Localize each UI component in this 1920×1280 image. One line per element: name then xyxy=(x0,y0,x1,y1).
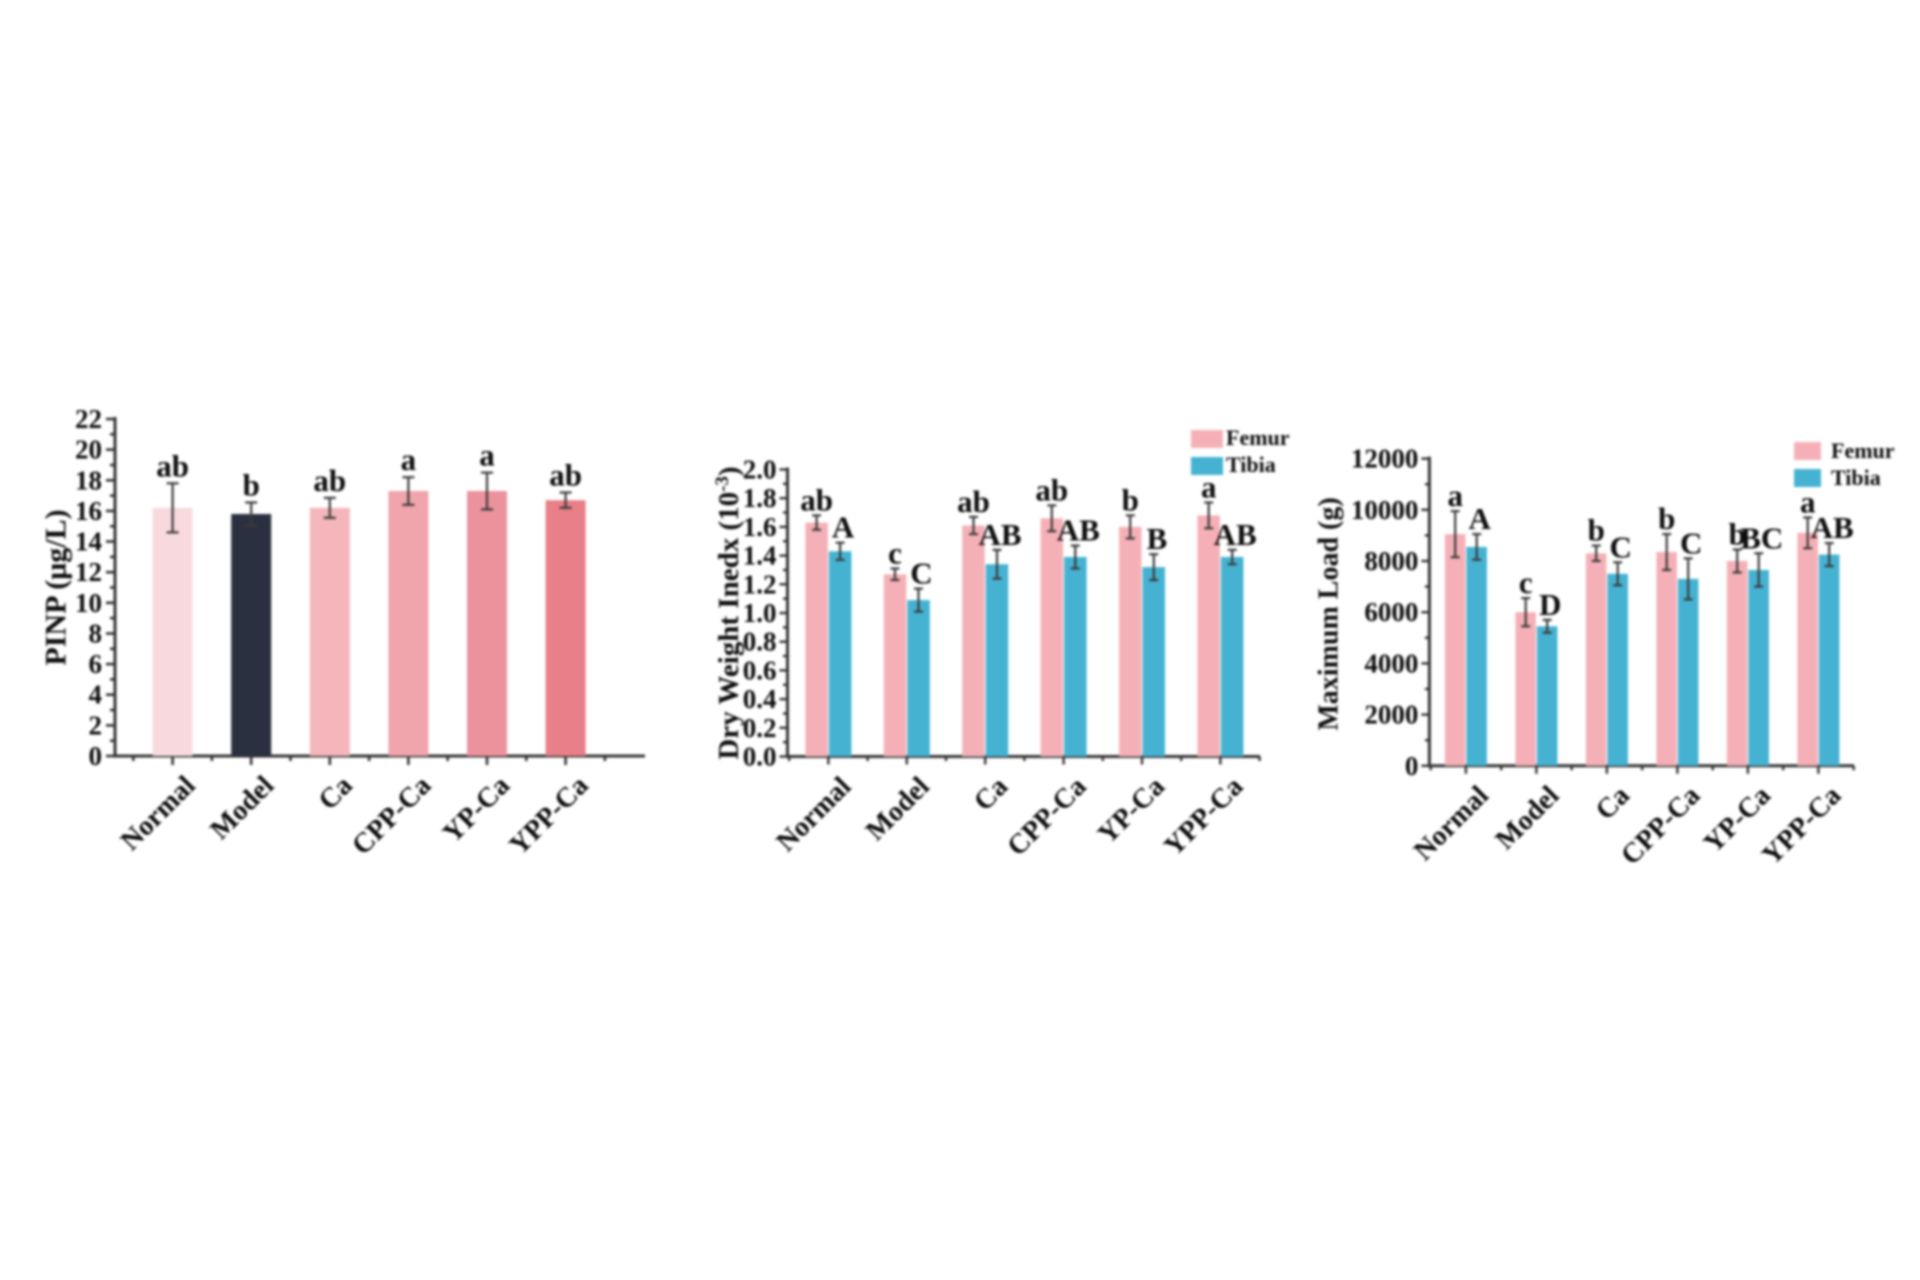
svg-text:a: a xyxy=(1447,478,1463,513)
svg-text:1.8: 1.8 xyxy=(743,483,777,513)
svg-text:b: b xyxy=(1122,482,1139,517)
svg-text:c: c xyxy=(1519,565,1533,600)
svg-text:Tibia: Tibia xyxy=(1831,465,1881,490)
svg-text:b: b xyxy=(1588,513,1605,548)
svg-text:AB: AB xyxy=(1811,510,1854,545)
svg-text:Maximum Load (g): Maximum Load (g) xyxy=(1314,497,1345,730)
svg-text:D: D xyxy=(1539,587,1561,622)
svg-text:0.8: 0.8 xyxy=(743,627,777,657)
svg-text:4000: 4000 xyxy=(1364,648,1418,678)
svg-text:PINP (μg/L): PINP (μg/L) xyxy=(40,509,73,665)
svg-text:16: 16 xyxy=(75,496,102,526)
svg-text:b: b xyxy=(243,468,260,503)
svg-text:ab: ab xyxy=(1035,472,1068,507)
svg-text:10000: 10000 xyxy=(1351,495,1419,525)
svg-text:22: 22 xyxy=(75,404,102,434)
svg-text:AB: AB xyxy=(978,517,1021,552)
svg-text:2: 2 xyxy=(89,710,103,740)
svg-text:Tibia: Tibia xyxy=(1226,452,1276,477)
svg-text:C: C xyxy=(910,556,932,591)
svg-text:6: 6 xyxy=(89,649,103,679)
svg-text:12: 12 xyxy=(75,557,102,587)
svg-text:2000: 2000 xyxy=(1364,700,1418,730)
svg-text:10: 10 xyxy=(75,588,102,618)
svg-text:ab: ab xyxy=(957,484,990,519)
svg-text:14: 14 xyxy=(75,527,102,557)
svg-text:AB: AB xyxy=(1057,513,1100,548)
svg-text:c: c xyxy=(888,536,902,571)
svg-text:a: a xyxy=(401,442,417,477)
svg-text:C: C xyxy=(1680,525,1702,560)
svg-text:0: 0 xyxy=(1405,751,1419,781)
svg-text:a: a xyxy=(1201,470,1217,505)
svg-text:0: 0 xyxy=(89,741,103,771)
svg-text:ab: ab xyxy=(313,463,346,498)
svg-text:ab: ab xyxy=(800,482,833,517)
svg-text:Femur: Femur xyxy=(1226,425,1290,450)
svg-text:0.4: 0.4 xyxy=(743,684,777,714)
svg-text:0.2: 0.2 xyxy=(743,713,777,743)
svg-text:ab: ab xyxy=(156,448,189,483)
svg-text:8000: 8000 xyxy=(1364,546,1418,576)
svg-text:b: b xyxy=(1658,501,1675,536)
svg-text:b: b xyxy=(1729,517,1746,552)
svg-text:2.0: 2.0 xyxy=(743,455,777,485)
svg-text:1.2: 1.2 xyxy=(743,569,777,599)
svg-text:8: 8 xyxy=(89,619,103,649)
svg-text:18: 18 xyxy=(75,465,102,495)
svg-text:a: a xyxy=(479,438,495,473)
svg-text:A: A xyxy=(832,510,855,545)
svg-text:1.4: 1.4 xyxy=(743,541,777,571)
svg-text:Femur: Femur xyxy=(1831,438,1895,463)
svg-text:6000: 6000 xyxy=(1364,597,1418,627)
svg-text:12000: 12000 xyxy=(1351,444,1419,474)
svg-text:Dry Weight Inedx (10-3): Dry Weight Inedx (10-3) xyxy=(712,466,746,759)
svg-text:B: B xyxy=(1146,521,1167,556)
svg-text:4: 4 xyxy=(89,680,103,710)
svg-text:1.6: 1.6 xyxy=(743,512,777,542)
svg-text:0.0: 0.0 xyxy=(743,742,777,772)
svg-text:ab: ab xyxy=(549,458,582,493)
svg-text:AB: AB xyxy=(1214,517,1257,552)
svg-text:20: 20 xyxy=(75,435,102,465)
svg-text:C: C xyxy=(1610,529,1632,564)
svg-text:A: A xyxy=(1469,501,1492,536)
svg-text:1.0: 1.0 xyxy=(743,598,777,628)
svg-text:a: a xyxy=(1800,485,1816,520)
svg-text:0.6: 0.6 xyxy=(743,655,777,685)
svg-text:BC: BC xyxy=(1740,520,1783,555)
